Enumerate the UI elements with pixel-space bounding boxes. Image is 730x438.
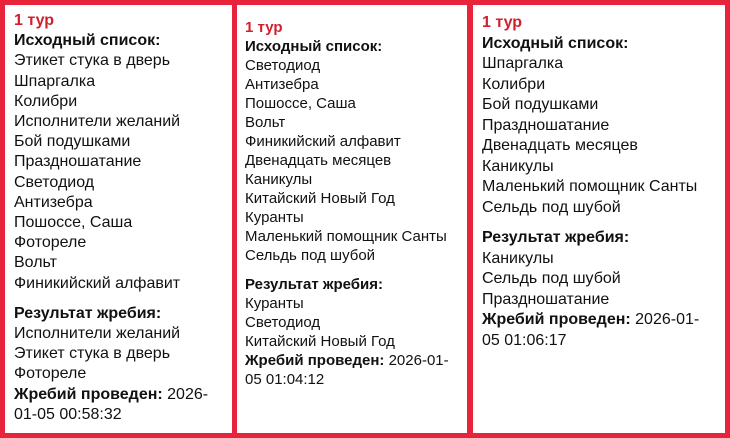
- result-item: Светодиод: [245, 314, 321, 331]
- spacer: [14, 294, 223, 304]
- source-list-item: Каникулы: [245, 171, 313, 188]
- result-item: Сельдь под шубой: [482, 270, 621, 287]
- source-list-item: Вольт: [245, 114, 286, 131]
- draw-time-label: Жребий проведен:: [14, 385, 163, 403]
- result-item: Куранты: [245, 295, 304, 312]
- source-list-item: Этикет стука в дверь: [14, 52, 171, 70]
- source-list-item: Светодиод: [245, 57, 321, 74]
- result-item: Фотореле: [14, 365, 87, 383]
- source-list-item: Антизебра: [245, 76, 319, 93]
- source-list-item: Исполнители желаний: [14, 113, 181, 131]
- source-list-item: Двенадцать месяцев: [245, 152, 392, 169]
- draw-time-value: 2026-01-05 01:06:17: [482, 311, 700, 349]
- result-item: Исполнители желаний: [14, 325, 181, 343]
- draw-time-label: Жребий проведен:: [482, 311, 631, 328]
- result-label: Результат жребия:: [482, 229, 630, 246]
- draw-card-2: 1 тур Исходный список: Светодиод Антизебра П…: [237, 5, 467, 433]
- draw-card-1: 1 тур Исходный список: Этикет стука в двер…: [5, 5, 232, 433]
- source-list-item: Сельдь под шубой: [482, 198, 621, 216]
- draw-time-value: 2026-01-05 00:58:32: [14, 385, 209, 423]
- draw-timestamp-line: Жребий проведен: 2026-01-05 00:58:32: [14, 385, 223, 425]
- result-item: Праздношатание: [482, 290, 610, 308]
- round-title: 1 тур: [482, 14, 523, 31]
- round-title: 1 тур: [14, 12, 55, 29]
- result-item: Этикет стука в дверь: [14, 345, 171, 363]
- source-list-item: Фотореле: [14, 234, 87, 252]
- source-list-item: Пошоссе, Саша: [245, 95, 356, 112]
- source-list-item: Каникулы: [482, 157, 554, 175]
- source-list-item: Шпаргалка: [482, 55, 564, 72]
- source-list-item: Шпаргалка: [14, 72, 96, 90]
- source-list-label: Исходный список:: [482, 34, 629, 52]
- result-item: Китайский Новый Год: [245, 333, 395, 350]
- spacer: [482, 218, 716, 228]
- round-title: 1 тур: [245, 19, 283, 36]
- source-list-item: Сельдь под шубой: [245, 247, 376, 264]
- source-list-item: Китайский Новый Год: [245, 190, 395, 207]
- source-list-item: Бой подушками: [482, 96, 599, 113]
- draw-card-3: 1 тур Исходный список: Шпаргалка Колибри Бой…: [473, 5, 725, 433]
- source-list-item: Светодиод: [14, 173, 95, 191]
- draw-time-label: Жребий проведен:: [245, 352, 385, 369]
- source-list-item: Маленький помощник Санты: [245, 228, 447, 245]
- source-list-item: Финикийский алфавит: [245, 133, 401, 150]
- source-list-item: Вольт: [14, 254, 57, 272]
- draw-timestamp-line: Жребий проведен: 2026-01-05 01:04:12: [245, 351, 459, 389]
- source-list-item: Маленький помощник Санты: [482, 178, 698, 195]
- source-list-item: Финикийский алфавит: [14, 274, 181, 292]
- source-list-label: Исходный список:: [14, 32, 161, 50]
- source-list-item: Колибри: [14, 92, 78, 110]
- source-list-label: Исходный список:: [245, 38, 383, 55]
- source-list-item: Антизебра: [14, 193, 93, 211]
- source-list-item: Пошоссе, Саша: [14, 214, 133, 232]
- source-list-item: Праздношатание: [482, 116, 610, 134]
- source-list-item: Бой подушками: [14, 133, 131, 151]
- draw-time-value: 2026-01-05 01:04:12: [245, 352, 449, 388]
- result-label: Результат жребия:: [245, 276, 384, 293]
- source-list-item: Куранты: [245, 209, 304, 226]
- result-label: Результат жребия:: [14, 304, 162, 322]
- spacer: [245, 265, 459, 275]
- source-list-item: Праздношатание: [14, 153, 142, 171]
- result-item: Каникулы: [482, 249, 554, 267]
- source-list-item: Колибри: [482, 75, 546, 93]
- source-list-item: Двенадцать месяцев: [482, 137, 638, 154]
- draw-timestamp-line: Жребий проведен: 2026-01-05 01:06:17: [482, 310, 716, 351]
